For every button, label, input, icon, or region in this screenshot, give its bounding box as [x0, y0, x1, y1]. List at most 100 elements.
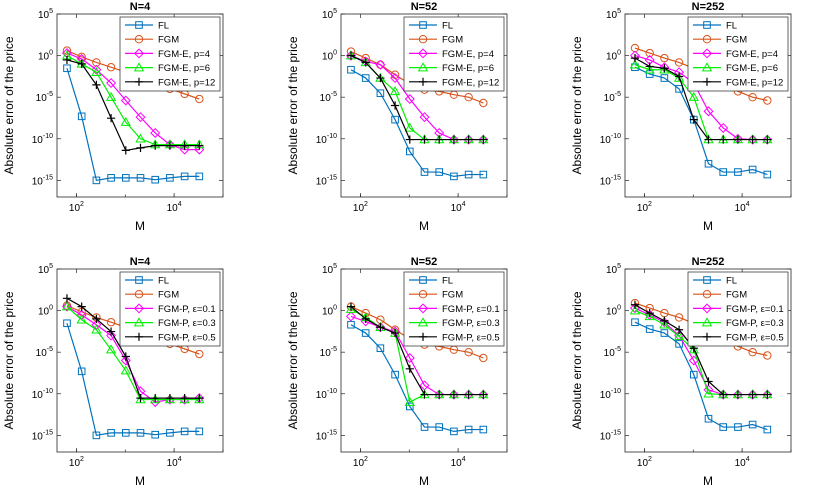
data-point-fgm-e-p-6: [120, 116, 131, 126]
legend-item-fgm-e-p-6: FGM-E, p=6: [693, 62, 778, 74]
data-point-fgm: [106, 318, 116, 327]
data-point-fgm-e-p-4: [747, 134, 758, 145]
legend-marker: [134, 290, 144, 299]
legend-marker: [418, 332, 428, 341]
series-fgm-p-0-5: [62, 294, 204, 403]
data-point-fgm-p-0-3: [120, 365, 131, 375]
legend-item-fl: FL: [693, 276, 737, 287]
data-point-fl: [92, 176, 101, 185]
data-point-fl: [420, 168, 429, 176]
legend-item-fl: FL: [409, 276, 453, 287]
data-point-fgm-e-p-4: [106, 78, 117, 89]
panel-title: N=252: [692, 256, 725, 268]
chart-panel-3: 102 104 105 100 10-5 10-10 10-15 N=252 M Absolute…: [570, 1, 792, 233]
legend-item-fgm: FGM: [125, 290, 179, 301]
data-point-fl: [121, 174, 130, 182]
data-point-fgm-e-p-4: [463, 134, 474, 145]
data-point-fgm-e-p-12: [390, 101, 400, 110]
data-point-fl: [391, 115, 399, 124]
data-point-fgm-e-p-4: [703, 106, 714, 117]
legend-item-fgm: FGM: [409, 35, 463, 46]
data-point-fgm: [92, 58, 101, 67]
y-axis-label: Absolute error of the price: [2, 36, 16, 174]
axes-box: [56, 13, 224, 198]
y-tick-label: 105: [322, 8, 337, 21]
legend-label: FGM: [726, 35, 747, 46]
data-point-fgm-p-0-5: [674, 325, 684, 334]
data-point-fgm-p-0-5: [346, 302, 356, 311]
data-point-fl: [107, 429, 115, 437]
data-point-fgm-p-0-5: [151, 394, 160, 403]
data-point-fgm-e-p-12: [405, 135, 414, 144]
data-point-fl: [464, 425, 473, 434]
data-point-fgm-e-p-12: [195, 141, 204, 150]
data-point-fgm-p-0-1: [463, 389, 474, 400]
data-point-fgm-p-0-5: [136, 394, 145, 403]
legend-item-fgm-p-0-3: FGM-P, ε=0.3: [125, 317, 216, 329]
data-point-fgm: [106, 63, 116, 72]
legend-item-fgm-e-p-4: FGM-E, p=4: [693, 48, 778, 60]
y-tick-label: 105: [38, 263, 53, 276]
legend-marker: [419, 276, 427, 284]
legend-item-fgm: FGM: [693, 290, 747, 301]
data-point-fgm-e-p-12: [376, 73, 385, 83]
y-tick-label: 10-15: [316, 429, 337, 442]
legend-marker: [702, 77, 712, 86]
series-line-fgm-e-p-4: [66, 52, 200, 151]
series-line-fgm-p-0-5: [66, 297, 200, 399]
x-tick-label: 102: [353, 201, 368, 214]
legend-label: FGM-P, ε=0.3: [158, 318, 216, 329]
legend-item-fgm-p-0-3: FGM-P, ε=0.3: [409, 317, 500, 329]
legend-item-fl: FL: [409, 21, 453, 32]
x-tick-label: 104: [451, 456, 466, 469]
legend-marker: [701, 303, 713, 314]
x-tick-label: 104: [167, 201, 182, 214]
data-point-fgm-p-0-3: [105, 344, 117, 354]
legend-label: FGM-E, p=12: [726, 77, 783, 88]
data-point-fgm-e-p-4: [404, 94, 415, 105]
legend-label: FGM: [158, 35, 179, 46]
series-fl: [631, 63, 772, 179]
data-point-fgm: [763, 96, 772, 105]
x-tick-label: 104: [735, 201, 750, 214]
data-point-fgm-e-p-6: [105, 91, 117, 101]
legend-label: FGM-E, p=6: [158, 63, 210, 74]
legend-item-fgm-e-p-4: FGM-E, p=4: [409, 48, 494, 60]
data-point-fgm-e-p-6: [135, 133, 146, 143]
data-point-fl: [464, 170, 473, 179]
data-point-fl: [435, 168, 444, 176]
data-point-fgm-e-p-12: [645, 62, 654, 71]
data-point-fgm-e-p-12: [449, 135, 459, 144]
data-point-fgm-p-0-5: [704, 377, 713, 386]
data-point-fgm-p-0-3: [659, 319, 670, 329]
y-tick-label: 10-15: [32, 174, 53, 187]
legend-item-fgm-e-p-12: FGM-E, p=12: [693, 77, 783, 88]
data-point-fl: [719, 423, 728, 431]
data-point-fgm-p-0-5: [121, 352, 130, 361]
data-point-fgm-e-p-12: [763, 135, 772, 144]
data-point-fgm-p-0-3: [164, 394, 176, 404]
legend-label: FL: [442, 276, 453, 287]
panel-title: N=252: [692, 1, 725, 13]
legend-marker: [419, 21, 427, 29]
data-point-fgm-p-0-3: [629, 305, 641, 315]
legend-marker: [417, 48, 429, 59]
series-fl: [347, 65, 488, 181]
legend-marker: [418, 290, 428, 299]
y-tick-label: 10-15: [600, 429, 621, 442]
legend-item-fgm-e-p-6: FGM-E, p=6: [125, 62, 210, 74]
data-point-fl: [660, 74, 669, 82]
data-point-fl: [376, 89, 385, 98]
series-line-fgm-p-0-3: [66, 306, 200, 401]
y-tick-label: 10-10: [600, 388, 621, 401]
data-point-fgm-e-p-12: [106, 114, 116, 123]
data-point-fl: [645, 325, 654, 333]
legend-item-fgm-p-0-1: FGM-P, ε=0.1: [409, 303, 500, 315]
data-point-fgm: [479, 353, 488, 363]
panel-title: N=52: [411, 1, 438, 13]
legend-item-fgm-e-p-4: FGM-E, p=4: [125, 48, 210, 60]
data-point-fgm-p-0-1: [434, 389, 445, 400]
data-point-fl: [405, 147, 414, 156]
series-line-fl: [66, 68, 200, 182]
series-fl: [347, 320, 488, 436]
